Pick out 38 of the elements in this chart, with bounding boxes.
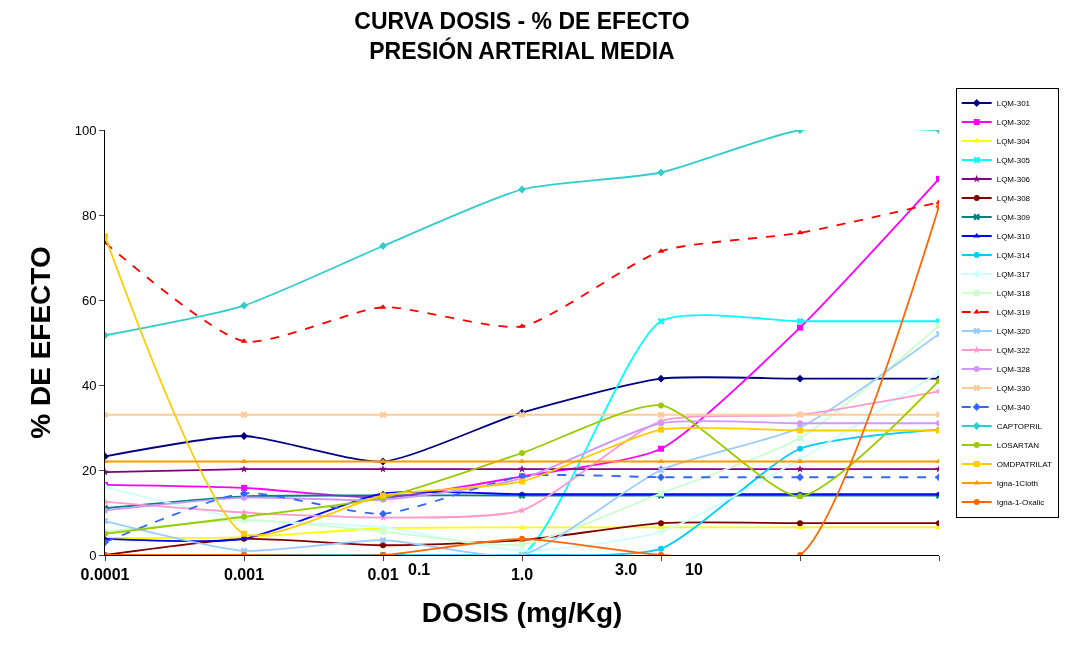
legend-label: LQM-306 <box>996 175 1031 185</box>
legend-label: Igna-1Cloth <box>996 479 1039 489</box>
x-tick-label: 1.0 <box>510 566 534 584</box>
legend-label: LQM-302 <box>996 118 1031 128</box>
legend-label: LQM-318 <box>996 289 1031 299</box>
legend-label: LQM-328 <box>996 365 1031 375</box>
legend-label: LQM-304 <box>996 137 1031 147</box>
legend-label: LQM-319 <box>996 308 1031 318</box>
legend-label: LQM-310 <box>996 232 1031 242</box>
legend-label: LQM-340 <box>996 403 1031 413</box>
x-tick-label: 0.001 <box>223 566 265 584</box>
legend-label: LQM-317 <box>996 270 1031 280</box>
x-axis-title: DOSIS (mg/Kg) <box>421 597 623 629</box>
chart-title: CURVA DOSIS - % DE EFECTO PRESIÓN ARTERIAL MEDIA <box>354 8 690 65</box>
legend-label: Igna-1-Oxalic <box>996 498 1045 508</box>
text: 10 <box>685 561 703 578</box>
legend-label: LOSARTAN <box>996 441 1040 451</box>
text: 0.1 <box>408 561 431 578</box>
y-tick-label: 100 <box>74 122 97 138</box>
legend-label: LQM-320 <box>996 327 1031 337</box>
x-tick-label: 0.0001 <box>80 566 130 584</box>
legend-label: LQM-301 <box>996 99 1031 109</box>
y-axis-title: % DE EFECTO <box>25 246 57 439</box>
y-tick-label: 80 <box>81 207 97 223</box>
y-tick-label: 20 <box>81 462 97 478</box>
legend-label: CAPTOPRIL <box>996 422 1043 432</box>
y-tick-label: 40 <box>81 377 97 393</box>
legend-label: OMDPATRILAT <box>996 460 1052 470</box>
y-tick-label: 0 <box>89 547 97 563</box>
legend-label: LQM-309 <box>996 213 1031 223</box>
legend-label: LQM-305 <box>996 156 1031 166</box>
legend-label: LQM-314 <box>996 251 1031 261</box>
x-tick-label: 0.01 <box>367 566 399 584</box>
text: 3.0 <box>615 561 638 578</box>
legend-label: LQM-322 <box>996 346 1031 356</box>
legend-label: LQM-330 <box>996 384 1031 394</box>
y-tick-label: 60 <box>81 292 97 308</box>
legend-label: LQM-308 <box>996 194 1031 204</box>
